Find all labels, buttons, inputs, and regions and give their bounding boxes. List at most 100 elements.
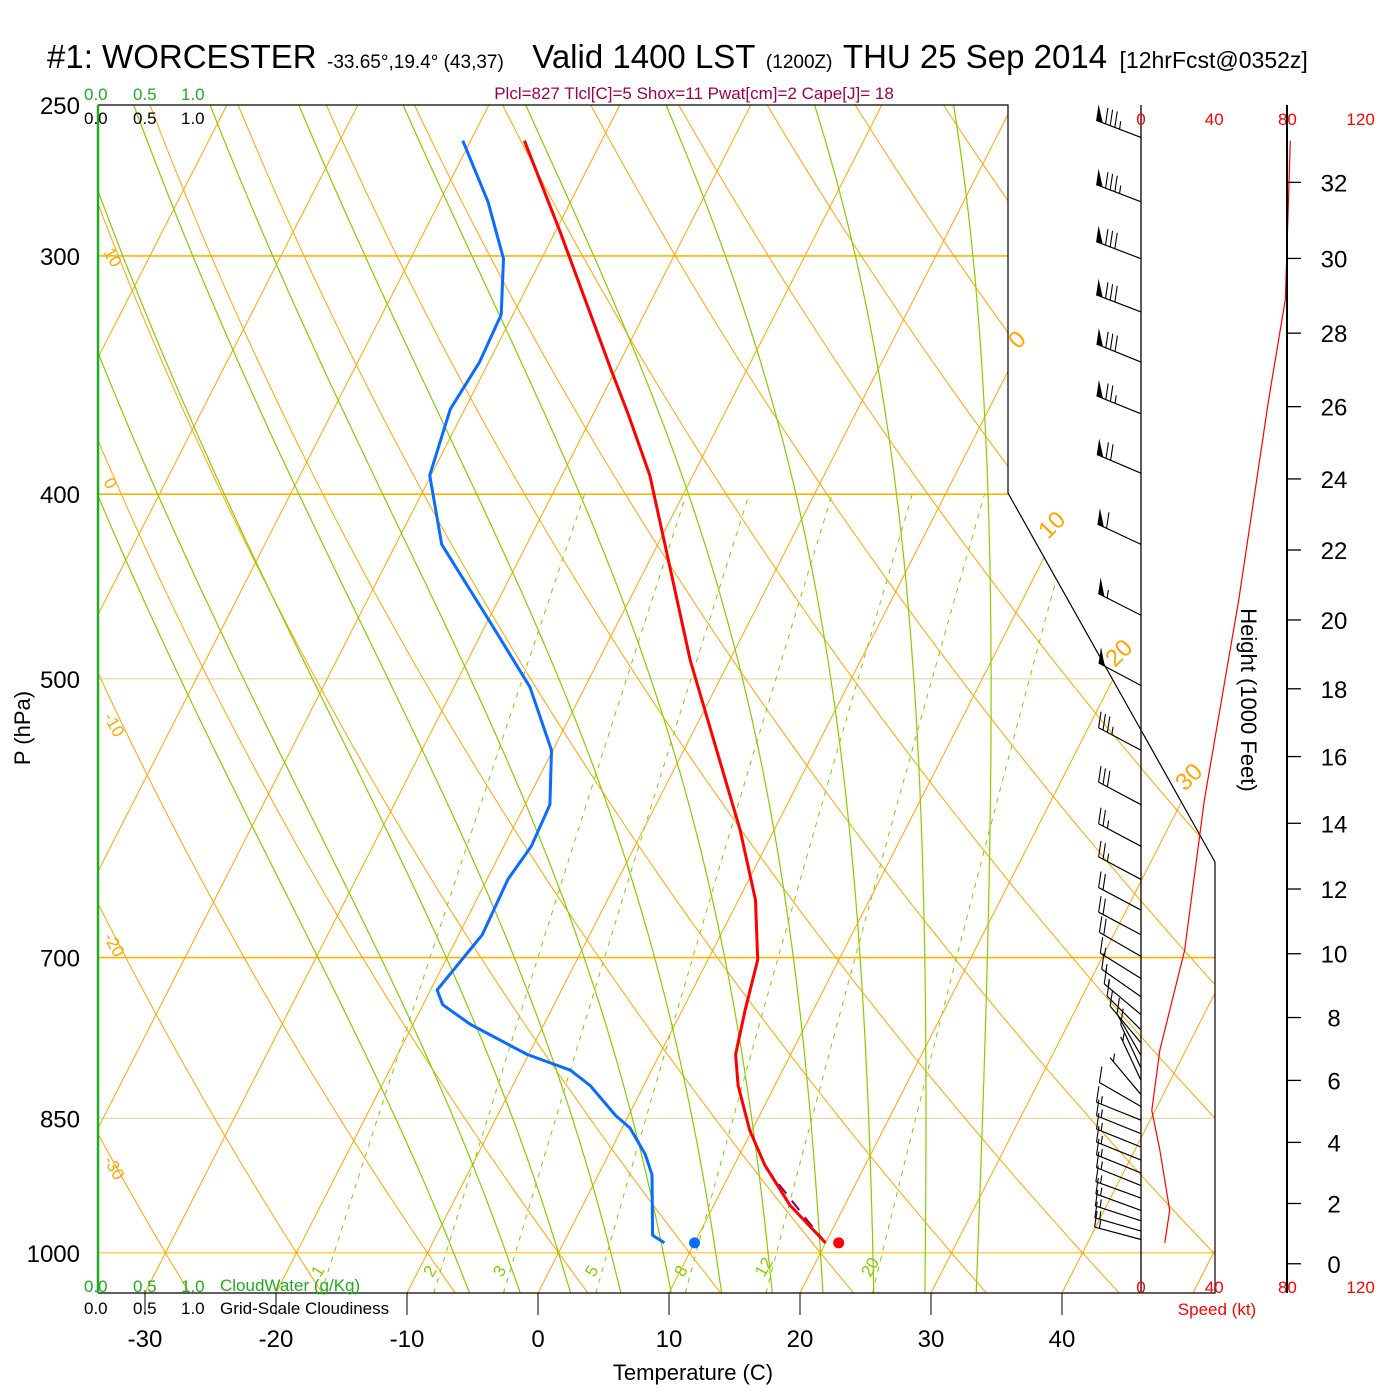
cloudiness-tick-bottom: 0.0 — [84, 1299, 108, 1318]
valid-date: THU 25 Sep 2014 — [843, 38, 1107, 75]
forecast-info: [12hrFcst@0352z] — [1120, 47, 1308, 73]
mixing-ratio-label: 5 — [581, 1262, 602, 1280]
wind-barb-staff — [1098, 727, 1142, 751]
moist-adiabat — [525, 105, 824, 1293]
speed-tick-label-bottom: 0 — [1136, 1278, 1145, 1297]
wind-barb-full — [1109, 385, 1114, 402]
wind-barb-staff — [1099, 1081, 1142, 1108]
wind-barb-flag — [1096, 278, 1103, 298]
wind-barb-full — [1098, 766, 1102, 783]
cloudwater-tick-top: 0.0 — [84, 85, 108, 104]
mixing-ratio-label: 20 — [857, 1254, 883, 1280]
dry-adiabat — [98, 105, 191, 1293]
wind-barb — [1120, 1008, 1142, 1069]
wind-barb — [1095, 1086, 1142, 1121]
wind-barb-staff — [1094, 1217, 1142, 1232]
wind-barb-staff — [1096, 395, 1142, 415]
wind-barb-staff — [1095, 184, 1142, 203]
wind-barb-full — [1106, 979, 1111, 997]
height-tick-label: 16 — [1321, 745, 1348, 772]
wind-barb-staff — [1096, 1115, 1142, 1135]
pressure-tick-label: 1000 — [27, 1241, 80, 1268]
y-axis-title: P (hPa) — [10, 691, 35, 765]
moist-adiabat — [98, 105, 572, 1293]
wind-barb — [1098, 896, 1142, 936]
moist-adiabat — [98, 105, 521, 1293]
wind-barb-staff — [1098, 911, 1142, 936]
parcel-path — [762, 1164, 827, 1244]
wind-barb-full — [1099, 937, 1104, 954]
wind-barb-full — [1095, 1165, 1099, 1182]
wind-barb — [1098, 916, 1142, 957]
wind-barb-staff — [1109, 1057, 1142, 1095]
isotherm — [144, 105, 752, 1293]
plot-frame — [96, 104, 1216, 1294]
wind-barb-half — [1106, 820, 1110, 829]
moist-adiabat — [298, 105, 723, 1293]
wind-barb-full — [1102, 898, 1106, 915]
temperature-tick-label: 20 — [787, 1326, 814, 1353]
wind-barb-full — [1098, 871, 1102, 888]
wind-barb-full — [1094, 1210, 1098, 1228]
wind-barb — [1095, 1165, 1142, 1199]
height-tick-label: 2 — [1327, 1191, 1340, 1218]
cloudiness-tick-top: 0.5 — [133, 109, 157, 128]
profiles — [428, 140, 845, 1249]
temperature-tick-label: -10 — [390, 1326, 425, 1353]
wind-barb-full — [1094, 1189, 1099, 1207]
cloudwater-tick-top: 0.5 — [133, 85, 157, 104]
wind-barb-flag — [1096, 379, 1103, 399]
wind-barb-half — [1118, 121, 1122, 130]
temperature-tick-label: 0 — [531, 1326, 544, 1353]
cloudwater-tick-bottom: 0.0 — [84, 1277, 108, 1296]
temperature-tick-label: -30 — [128, 1326, 163, 1353]
wind-barb-full — [1116, 997, 1120, 1015]
height-tick-label: 12 — [1321, 877, 1348, 904]
wind-barb — [1096, 379, 1142, 415]
dry-adiabat — [502, 105, 1215, 1293]
pressure-tick-label: 300 — [40, 244, 80, 271]
isotherm — [930, 105, 1215, 1293]
surface-temperature-dot — [833, 1237, 845, 1249]
station-coords: -33.65°,19.4° (43,37) — [327, 52, 504, 73]
title: #1: WORCESTER -33.65°,19.4° (43,37) Vali… — [47, 38, 1308, 75]
height-tick-label: 0 — [1327, 1252, 1340, 1279]
wind-barb-staff — [1095, 1181, 1142, 1199]
wind-barb-half — [1118, 185, 1122, 194]
mixing-ratio-line — [684, 494, 913, 1293]
moist-adiabat — [953, 105, 992, 1293]
cloudwater-label: CloudWater (g/Kg) — [220, 1276, 360, 1295]
wind-barb-full — [1120, 1008, 1124, 1025]
wind-barb-staff — [1101, 968, 1142, 998]
wind-barb-full — [1104, 107, 1109, 124]
cloudwater-tick-bottom: 0.5 — [133, 1277, 157, 1296]
isotherm — [799, 105, 1215, 1293]
wind-barb-staff — [1096, 1128, 1142, 1148]
wind-barb-staff — [1097, 523, 1142, 545]
stability-indices: Plcl=827 Tlcl[C]=5 Shox=11 Pwat[cm]=2 Ca… — [494, 84, 894, 103]
mixing-ratio-line — [502, 494, 750, 1293]
wind-barb — [1095, 1151, 1142, 1187]
wind-barb-full — [1106, 512, 1110, 529]
wind-barb-full — [1109, 333, 1114, 350]
dry-adiabat — [590, 105, 1215, 1293]
wind-barb-half — [1114, 395, 1117, 404]
wind-barb-half — [1100, 1109, 1103, 1118]
plot-border — [98, 104, 1216, 1294]
height-tick-label: 20 — [1321, 608, 1348, 635]
wind-barb-full — [1109, 109, 1114, 126]
wind-barb-full — [1098, 807, 1102, 824]
wind-barb-full — [1101, 953, 1105, 970]
dry-adiabat — [766, 105, 1215, 1293]
wind-barb-full — [1098, 896, 1102, 913]
wind-barb-staff — [1096, 1154, 1142, 1174]
wind-barb-half — [1106, 853, 1110, 862]
cloudwater-tick-bottom: 1.0 — [181, 1277, 205, 1296]
wind-barb — [1120, 1033, 1142, 1081]
wind-barb-staff — [1099, 931, 1142, 957]
wind-barb — [1098, 646, 1142, 687]
height-tick-label: 24 — [1321, 467, 1348, 494]
wind-barb-full — [1095, 1112, 1100, 1130]
wind-barb-full — [1109, 990, 1114, 1007]
wind-barb-staff — [1098, 886, 1142, 911]
